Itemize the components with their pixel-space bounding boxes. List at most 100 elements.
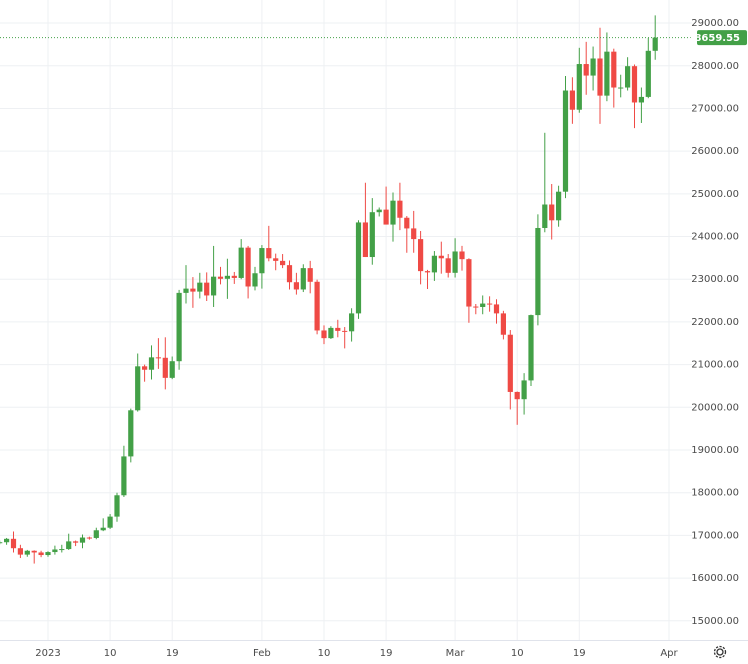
candle-body — [521, 380, 527, 400]
y-tick-label: 23000.00 — [691, 274, 739, 285]
candle-body — [204, 282, 210, 296]
candle-body — [93, 530, 99, 538]
candle-body — [45, 552, 51, 556]
candle-body — [535, 227, 541, 316]
candle-body — [52, 549, 58, 553]
candle-body — [342, 330, 348, 332]
candle-body — [556, 191, 562, 221]
candle-body — [314, 281, 320, 331]
x-tick-label: 10 — [511, 648, 524, 659]
candle-body — [4, 538, 10, 543]
candle-body — [128, 410, 134, 457]
candle-body — [0, 542, 3, 544]
candle-body — [376, 209, 382, 213]
candle-body — [459, 251, 465, 260]
candle-body — [190, 288, 196, 292]
candle-body — [618, 87, 624, 89]
x-tick-label: 19 — [573, 648, 586, 659]
candle-body — [211, 276, 217, 296]
candle-body — [86, 537, 92, 539]
candle-body — [38, 552, 44, 556]
y-tick-label: 22000.00 — [691, 317, 739, 328]
candle-body — [369, 212, 375, 258]
candle-body — [176, 292, 182, 362]
candle-body — [625, 66, 631, 88]
candle-body — [155, 357, 161, 359]
candle-body — [259, 248, 265, 274]
candle-body — [418, 239, 424, 272]
candle-body — [549, 204, 555, 221]
settings-icon-teeth — [713, 645, 727, 659]
y-tick-label: 29000.00 — [691, 18, 739, 29]
candle-body — [638, 96, 644, 103]
candle-body — [631, 66, 638, 103]
candle-body — [335, 327, 341, 331]
x-tick-label: Apr — [660, 648, 678, 659]
candle-body — [321, 330, 327, 339]
y-tick-label: 25000.00 — [691, 189, 739, 200]
candle-body — [404, 217, 410, 229]
candle-body — [59, 549, 65, 551]
candle-body — [569, 90, 575, 110]
candle-body — [507, 334, 513, 392]
candle-body — [424, 271, 431, 273]
candle-body — [100, 527, 106, 531]
candle-body — [487, 303, 493, 305]
last-price-tag — [697, 30, 747, 46]
candle-body — [66, 541, 72, 550]
settings-icon-center — [716, 648, 724, 656]
candle-body — [217, 276, 224, 279]
candle-body — [500, 313, 506, 335]
candle-body — [148, 357, 155, 370]
candle-body — [17, 548, 23, 555]
x-tick-label: Mar — [446, 648, 466, 659]
candle-body — [493, 304, 500, 314]
candle-body — [362, 222, 368, 258]
candle-body — [10, 538, 17, 549]
last-price-label: 28659.55 — [687, 33, 740, 44]
y-tick-label: 19000.00 — [691, 445, 739, 456]
y-tick-label: 26000.00 — [691, 146, 739, 157]
candle-body — [411, 228, 417, 240]
candle-body — [197, 282, 203, 292]
candle-body — [445, 258, 451, 273]
candle-body — [273, 258, 279, 261]
y-tick-label: 15000.00 — [691, 616, 739, 627]
candle-body — [73, 541, 79, 543]
candle-body — [514, 391, 520, 400]
candle-body — [562, 90, 569, 192]
candle-body — [252, 273, 258, 287]
candle-body — [293, 282, 299, 290]
y-tick-label: 20000.00 — [691, 402, 739, 413]
candle-body — [31, 550, 37, 553]
candle-body — [79, 537, 86, 543]
candle-body — [142, 366, 148, 370]
candle-body — [528, 315, 534, 381]
x-tick-label: Feb — [253, 648, 271, 659]
settings-icon[interactable] — [713, 645, 727, 659]
y-tick-label: 18000.00 — [691, 488, 739, 499]
candle-body — [452, 251, 458, 273]
x-tick-label: 19 — [166, 648, 179, 659]
candle-body — [114, 495, 120, 517]
candle-body — [397, 200, 403, 218]
candle-body — [183, 288, 189, 293]
candle-body — [652, 37, 658, 51]
y-tick-label: 28000.00 — [691, 61, 739, 72]
x-tick-label: 2023 — [35, 648, 60, 659]
candle-body — [238, 247, 244, 278]
x-tick-label: 10 — [318, 648, 331, 659]
candle-body — [349, 313, 355, 332]
candle-body — [135, 366, 141, 411]
candle-body — [121, 456, 127, 496]
candle-body — [231, 275, 237, 278]
x-tick-label: 19 — [380, 648, 393, 659]
candle-body — [480, 303, 486, 307]
candle-body — [431, 255, 437, 273]
y-tick-label: 16000.00 — [691, 573, 739, 584]
candle-body — [355, 222, 362, 314]
candle-body — [604, 51, 610, 96]
y-tick-label: 17000.00 — [691, 530, 739, 541]
